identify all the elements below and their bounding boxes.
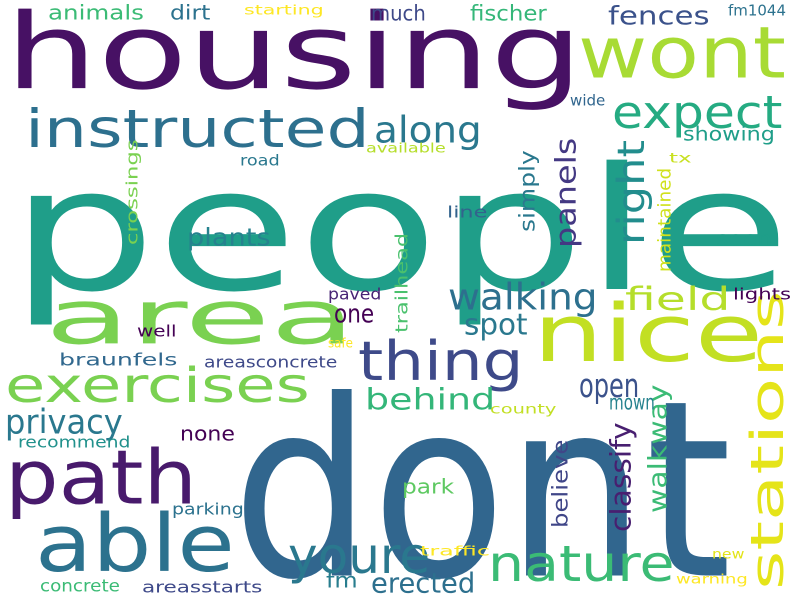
word-instructed: instructed — [25, 98, 370, 160]
word-people: people — [10, 130, 791, 330]
word-thing: thing — [358, 329, 524, 394]
word-maintained: maintained — [653, 167, 675, 272]
word-traffic: traffic — [420, 542, 490, 559]
word-none: none — [180, 422, 235, 446]
word-stations: stations — [740, 290, 794, 590]
word-new: new — [712, 545, 745, 562]
word-spot: spot — [464, 307, 528, 342]
word-youre: youre — [288, 527, 431, 586]
word-area: area — [45, 273, 356, 362]
word-dont: dont — [232, 347, 732, 600]
word-starting: starting — [244, 1, 324, 18]
word-county: county — [490, 400, 557, 417]
word-dirt: dirt — [170, 0, 211, 25]
word-along: along — [374, 109, 482, 152]
word-areasconcrete: areasconcrete — [204, 353, 338, 372]
word-believe: believe — [547, 439, 573, 528]
word-wont: wont — [578, 11, 786, 96]
word-path: path — [5, 433, 197, 522]
word-crossings: crossings — [123, 139, 142, 245]
word-fm1044: fm1044 — [728, 1, 786, 19]
word-mown: mown — [609, 389, 655, 415]
word-exercises: exercises — [5, 357, 310, 414]
word-nature: nature — [488, 535, 675, 594]
word-safe: safe — [328, 334, 353, 351]
word-parking: parking — [172, 500, 244, 519]
word-classify: classify — [605, 422, 638, 532]
word-road: road — [240, 151, 280, 169]
word-showing: showing — [683, 123, 775, 146]
word-park: park — [402, 475, 455, 499]
word-fischer: fischer — [470, 0, 547, 26]
word-nice: nice — [533, 287, 764, 381]
word-well: well — [137, 322, 177, 341]
word-able: able — [35, 497, 235, 591]
word-seen: seen — [716, 226, 773, 251]
word-trailhead: trailhead — [392, 232, 412, 333]
word-fences: fences — [608, 0, 710, 31]
word-panels: panels — [550, 137, 583, 248]
word-fm: fm — [326, 567, 358, 593]
word-privacy: privacy — [5, 402, 123, 442]
word-areasstarts: areasstarts — [142, 578, 263, 597]
word-line: line — [447, 203, 488, 222]
word-recommend: recommend — [18, 433, 131, 452]
word-braunfels: braunfels — [59, 350, 178, 370]
word-right: right — [609, 140, 654, 245]
word-plants: plants — [187, 224, 271, 252]
word-much: much — [371, 0, 426, 26]
word-tx: tx — [669, 149, 692, 166]
word-walking: walking — [448, 276, 598, 319]
word-lights: lights — [733, 285, 792, 304]
word-simply: simply — [514, 150, 540, 232]
word-wide: wide — [570, 91, 606, 109]
word-warning: warning — [676, 570, 748, 587]
word-animals: animals — [48, 0, 144, 25]
word-behind: behind — [365, 382, 496, 417]
word-open: open — [579, 366, 640, 405]
word-expect: expect — [612, 85, 783, 139]
word-erected: erected — [371, 568, 476, 600]
word-available: available — [366, 139, 446, 156]
word-field: field — [625, 281, 731, 318]
word-one: one — [334, 298, 375, 329]
word-paved: paved — [328, 285, 382, 304]
word-concrete: concrete — [40, 576, 120, 596]
word-housing: housing — [5, 0, 584, 114]
